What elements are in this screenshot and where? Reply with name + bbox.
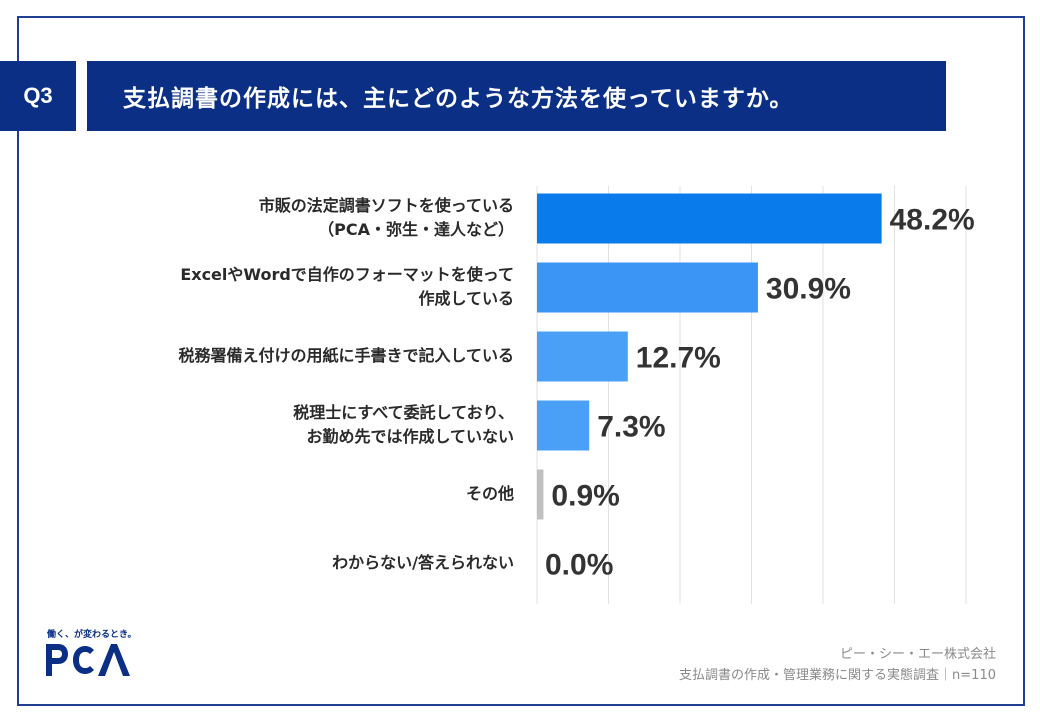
chart-frame: [17, 16, 1025, 706]
category-label: 税理士にすべて委託しており、お勤め先では作成していない: [44, 401, 514, 449]
category-label-line: その他: [465, 483, 514, 503]
category-label-line: （PCA・弥生・達人など）: [318, 219, 514, 239]
data-label: 30.9%: [766, 273, 851, 306]
data-label: 0.0%: [545, 549, 613, 582]
category-label-line: わからない/答えられない: [332, 552, 514, 572]
pca-logo: [46, 644, 130, 676]
footer: ピー・シー・エー株式会社 支払調書の作成・管理業務に関する実態調査｜n=110: [679, 644, 996, 686]
bar: [537, 400, 590, 451]
category-label-line: お勤め先では作成していない: [306, 426, 514, 446]
chart-title: 支払調書の作成には、主にどのような方法を使っていますか。: [87, 61, 946, 131]
category-label: ExcelやWordで自作のフォーマットを使って作成している: [44, 263, 514, 311]
category-label: わからない/答えられない: [44, 551, 514, 575]
category-label-line: 税務署備え付けの用紙に手書きで記入している: [178, 345, 514, 365]
data-label: 12.7%: [636, 342, 721, 375]
bar: [537, 331, 628, 382]
category-label: その他: [44, 482, 514, 506]
category-label-line: 市販の法定調書ソフトを使っている: [258, 195, 514, 215]
category-label: 市販の法定調書ソフトを使っている （PCA・弥生・達人など）: [44, 194, 514, 242]
data-label: 48.2%: [890, 204, 975, 237]
data-label: 0.9%: [551, 480, 619, 513]
category-label-line: 作成している: [418, 288, 514, 308]
category-label: 税務署備え付けの用紙に手書きで記入している: [44, 344, 514, 368]
brand-tagline: 働く、が変わるとき。: [47, 630, 137, 640]
category-label-line: 税理士にすべて委託しており、: [293, 402, 514, 422]
bar: [537, 262, 758, 313]
question-badge: Q3: [0, 61, 76, 131]
data-label: 7.3%: [597, 411, 665, 444]
category-label-line: ExcelやWordで自作のフォーマットを使って: [180, 264, 514, 284]
footer-survey: 支払調書の作成・管理業務に関する実態調査｜n=110: [679, 668, 996, 683]
bar: [537, 193, 882, 244]
footer-company: ピー・シー・エー株式会社: [839, 647, 996, 662]
bar: [537, 469, 544, 520]
